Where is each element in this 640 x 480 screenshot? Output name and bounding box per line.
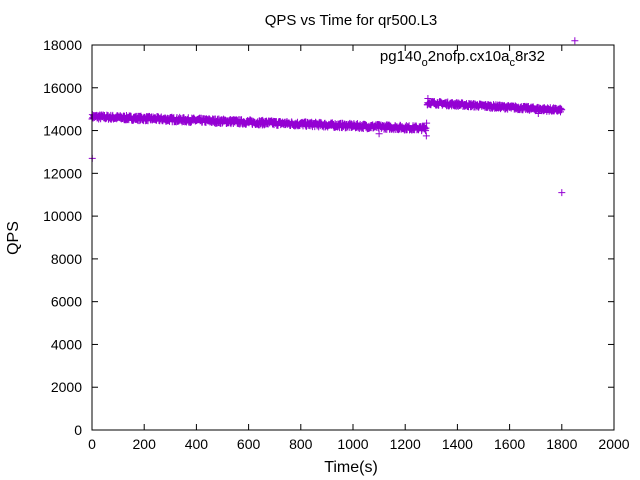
x-tick-label: 400 (185, 436, 209, 452)
x-axis: 0 200 400 600 800 1000 1200 1400 1600 1800 2000 (88, 45, 630, 452)
x-tick-label: 600 (237, 436, 261, 452)
x-tick-label: 1200 (390, 436, 421, 452)
legend-base: pg140 (380, 48, 422, 65)
y-tick-label: 12000 (43, 165, 82, 181)
y-tick-label: 0 (74, 422, 82, 438)
series-pg140_o2nofp.cx10a_c8r32 (88, 37, 579, 197)
y-tick-label: 14000 (43, 123, 82, 139)
y-tick-label: 6000 (51, 294, 82, 310)
data-point (375, 130, 383, 138)
legend-mid: 2nofp.cx10a (428, 48, 510, 65)
x-axis-title: Time(s) (324, 459, 378, 476)
y-tick-label: 4000 (51, 336, 82, 352)
legend-marker (571, 37, 579, 45)
chart-title: QPS vs Time for qr500.L3 (265, 12, 438, 29)
data-point (423, 119, 431, 127)
data-point (422, 124, 430, 132)
legend-sub1: o (422, 57, 428, 69)
x-tick-label: 1000 (337, 436, 368, 452)
y-tick-label: 2000 (51, 379, 82, 395)
x-tick-label: 1400 (442, 436, 473, 452)
legend-entry-label: pg140o2nofp.cx10ac8r32 (380, 48, 545, 69)
legend-end: 8r32 (515, 48, 545, 65)
y-axis-title: QPS (5, 221, 22, 255)
x-tick-label: 1600 (494, 436, 525, 452)
x-tick-label: 800 (289, 436, 313, 452)
y-tick-label: 18000 (43, 37, 82, 53)
x-tick-label: 2000 (598, 436, 629, 452)
x-tick-label: 1800 (546, 436, 577, 452)
plot-frame (91, 44, 615, 431)
data-point (422, 132, 430, 140)
plot-area (88, 37, 579, 197)
data-point (558, 189, 566, 197)
data-point (423, 101, 431, 109)
y-tick-label: 10000 (43, 208, 82, 224)
legend-sub2: c (509, 57, 515, 69)
legend: pg140o2nofp.cx10ac8r32 (380, 48, 545, 69)
y-tick-label: 16000 (43, 80, 82, 96)
x-tick-label: 200 (133, 436, 157, 452)
data-point (558, 106, 566, 114)
y-tick-label: 8000 (51, 251, 82, 267)
x-tick-label: 0 (88, 436, 96, 452)
data-point (424, 94, 432, 102)
data-point (534, 109, 542, 117)
y-axis: 0 2000 4000 6000 8000 10000 12000 14000 16000 180… (43, 37, 614, 438)
